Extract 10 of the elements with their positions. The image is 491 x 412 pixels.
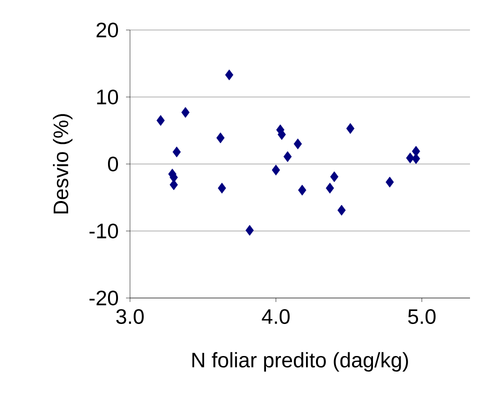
y-tick-label: -20 — [90, 290, 118, 306]
x-axis-title: N foliar predito (dag/kg) — [192, 352, 408, 372]
y-axis-title: Desvio (%) — [52, 114, 72, 214]
y-tick-label: 0 — [108, 156, 118, 172]
x-tick-label: 3.0 — [116, 309, 144, 324]
y-tick-label: 20 — [96, 22, 118, 38]
x-tick-label: 5.0 — [408, 309, 436, 324]
x-tick-label: 4.0 — [262, 309, 290, 324]
y-tick-label: -10 — [90, 224, 118, 238]
y-tick-label: 10 — [97, 90, 118, 104]
